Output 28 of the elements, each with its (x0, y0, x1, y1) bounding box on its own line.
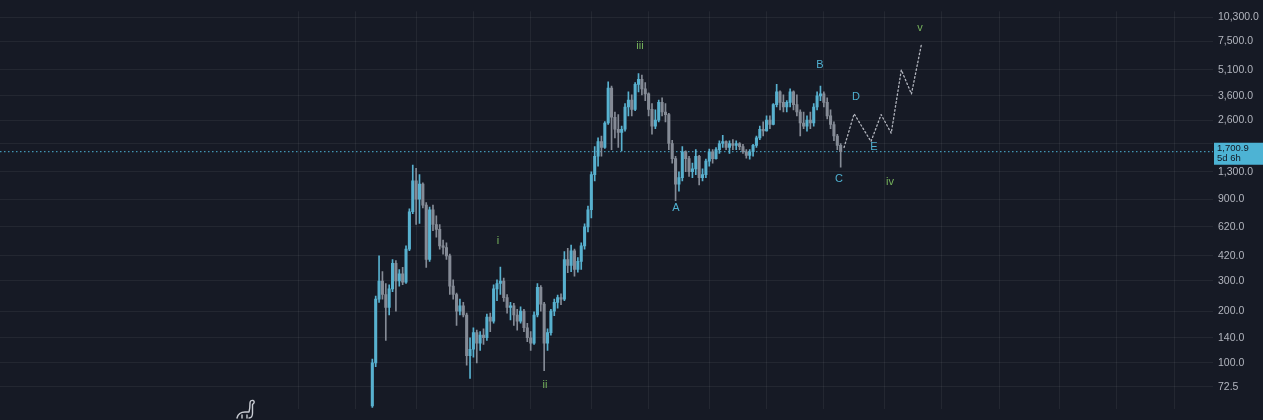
y-tick-label: 200.0 (1218, 304, 1245, 317)
annotation: C (835, 171, 844, 184)
y-tick-label: 620.0 (1218, 219, 1245, 232)
y-tick-label: 420.0 (1218, 248, 1245, 261)
candlestick (559, 293, 563, 306)
annotation: iv (886, 174, 895, 187)
annotation: A (672, 201, 681, 214)
annotation: B (816, 58, 824, 71)
annotation: E (870, 139, 878, 152)
y-tick-label: 7,500.0 (1218, 34, 1254, 47)
text: 5d 6h (1217, 151, 1241, 163)
annotation: v (917, 21, 924, 34)
ref-line-label: 1,700.9 (1217, 142, 1249, 154)
y-tick-label: 5,100.0 (1218, 62, 1254, 75)
candlestick (616, 114, 620, 148)
y-tick-label: 1,300.0 (1218, 164, 1254, 177)
y-tick-label: 3,600.0 (1218, 88, 1254, 101)
y-tick-label: 10,300.0 (1218, 10, 1260, 23)
y-tick-label: 100.0 (1218, 355, 1245, 368)
y-tick-label: 2,600.0 (1218, 112, 1254, 125)
annotation: i (496, 234, 500, 247)
annotation: iii (636, 39, 644, 52)
y-tick-label: 300.0 (1218, 273, 1245, 286)
y-tick-label: 72.5 (1218, 379, 1239, 392)
annotation: D (852, 90, 861, 103)
y-tick-label: 900.0 (1218, 192, 1245, 205)
annotation: ii (542, 378, 548, 391)
y-tick-label: 140.0 (1218, 330, 1245, 343)
